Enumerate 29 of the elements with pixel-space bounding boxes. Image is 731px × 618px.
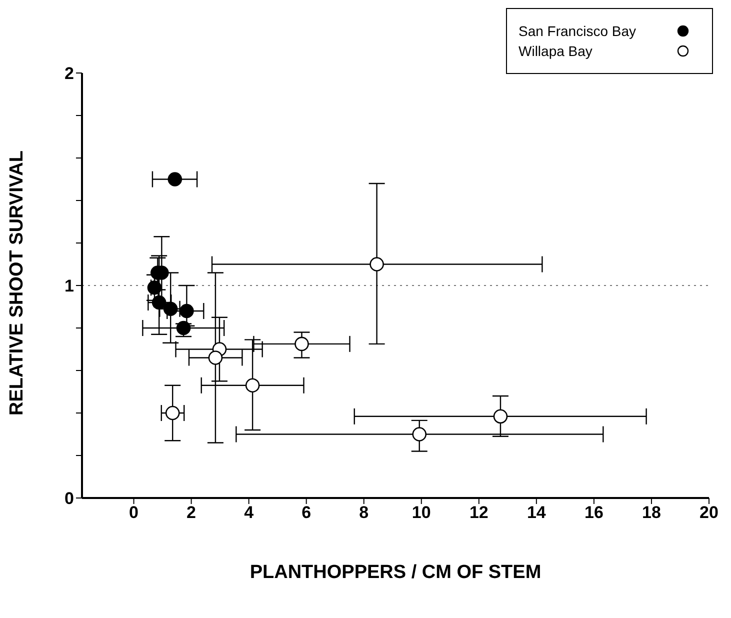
point	[245, 378, 260, 393]
point	[163, 302, 178, 316]
x-tick-label: 4	[244, 503, 254, 522]
point	[208, 350, 223, 365]
point	[412, 427, 427, 442]
text: Willapa Bay	[518, 42, 592, 61]
point	[152, 295, 166, 310]
point	[168, 172, 182, 186]
point	[493, 409, 508, 424]
x-tick-label: 16	[584, 503, 604, 522]
y-axis-title: RELATIVE SHOOT SURVIVAL	[6, 150, 28, 416]
point	[370, 257, 384, 272]
x-tick-label: 10	[412, 503, 431, 522]
point	[294, 336, 309, 352]
x-tick-label: 14	[526, 503, 546, 522]
point	[165, 406, 180, 420]
x-tick-label: 6	[302, 503, 312, 522]
x-axis-title: PLANTHOPPERS / CM OF STEM	[250, 562, 542, 583]
x-tick-label: 8	[359, 503, 369, 522]
y-tick-label: 1	[64, 276, 74, 296]
x-tick-label: 20	[700, 503, 718, 522]
x-tick-label: 18	[642, 503, 661, 522]
y-tick-label: 0	[64, 489, 74, 508]
y-tick-label: 2	[64, 64, 74, 84]
x-tick-label: 0	[129, 503, 139, 522]
x-tick-label: 2	[186, 503, 196, 522]
text: San Francisco Bay	[518, 22, 636, 41]
x-tick-label: 12	[469, 503, 488, 522]
point	[180, 304, 194, 318]
